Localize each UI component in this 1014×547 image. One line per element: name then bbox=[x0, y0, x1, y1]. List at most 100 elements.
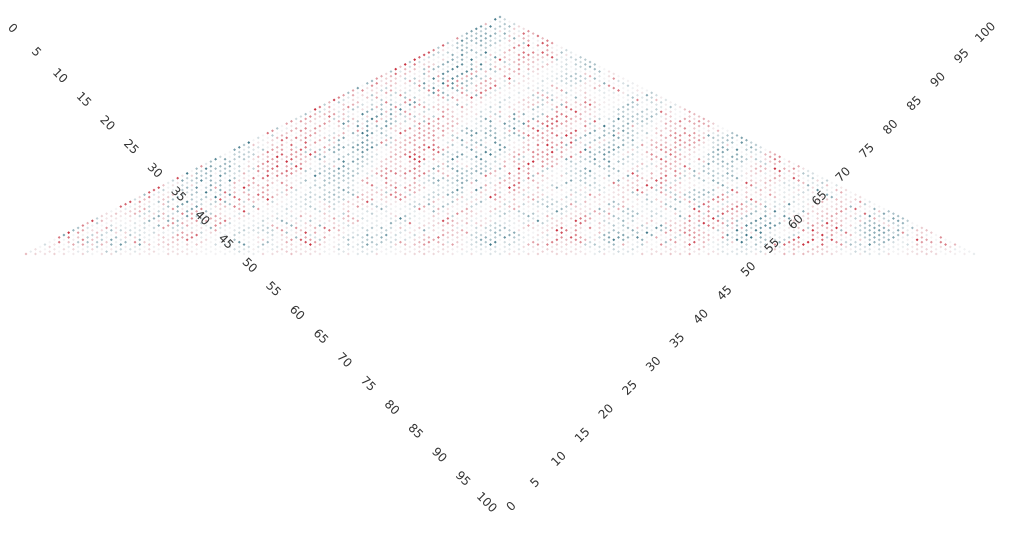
heatmap-cell bbox=[388, 78, 394, 84]
heatmap-cell bbox=[478, 222, 484, 229]
heatmap-cell bbox=[236, 234, 243, 241]
heatmap-cell bbox=[653, 239, 660, 245]
heatmap-cell bbox=[653, 248, 660, 255]
heatmap-cell bbox=[321, 130, 328, 136]
heatmap-cell bbox=[350, 206, 356, 212]
heatmap-cell bbox=[677, 156, 683, 163]
heatmap-cell bbox=[563, 142, 570, 148]
heatmap-cell bbox=[269, 142, 276, 148]
heatmap-cell bbox=[402, 151, 409, 158]
heatmap-cell bbox=[326, 137, 333, 144]
heatmap-cell bbox=[317, 227, 323, 234]
heatmap-cell bbox=[269, 222, 276, 229]
heatmap-cell bbox=[520, 182, 527, 189]
heatmap-cell bbox=[753, 165, 759, 172]
heatmap-cell bbox=[591, 94, 598, 101]
heatmap-cell bbox=[791, 246, 797, 253]
heatmap-cell bbox=[426, 201, 432, 208]
heatmap-cell bbox=[544, 123, 551, 129]
heatmap-cell bbox=[364, 241, 371, 248]
heatmap-cell bbox=[639, 213, 646, 219]
heatmap-cell bbox=[653, 130, 660, 136]
heatmap-cell bbox=[340, 248, 347, 255]
heatmap-cell bbox=[193, 236, 200, 243]
heatmap-cell bbox=[421, 146, 428, 153]
heatmap-cell bbox=[682, 135, 688, 141]
heatmap-cell bbox=[781, 222, 788, 229]
heatmap-cell bbox=[478, 108, 484, 115]
heatmap-cell bbox=[625, 111, 631, 118]
heatmap-cell bbox=[506, 151, 513, 158]
heatmap-cell bbox=[388, 225, 394, 231]
heatmap-cell bbox=[606, 120, 612, 127]
heatmap-cell bbox=[516, 137, 522, 144]
heatmap-cell bbox=[847, 217, 854, 224]
heatmap-cell bbox=[75, 248, 81, 255]
heatmap-cell bbox=[468, 104, 475, 110]
heatmap-cell bbox=[426, 78, 432, 84]
heatmap-cell bbox=[639, 161, 646, 167]
heatmap-cell bbox=[250, 180, 257, 186]
heatmap-cell bbox=[321, 201, 328, 208]
heatmap-cell bbox=[535, 75, 541, 82]
heatmap-cell bbox=[335, 161, 342, 167]
heatmap-cell bbox=[236, 248, 243, 255]
heatmap-cell bbox=[653, 125, 660, 132]
heatmap-cell bbox=[729, 215, 736, 222]
heatmap-cell bbox=[634, 87, 641, 94]
heatmap-cell bbox=[473, 73, 480, 80]
heatmap-cell bbox=[468, 213, 475, 219]
heatmap-cell bbox=[582, 127, 589, 134]
heatmap-cell bbox=[340, 120, 347, 127]
heatmap-cell bbox=[629, 227, 636, 234]
heatmap-cell bbox=[615, 229, 622, 236]
heatmap-cell bbox=[610, 165, 617, 172]
heatmap-cell bbox=[776, 168, 783, 174]
heatmap-cell bbox=[795, 196, 802, 203]
heatmap-cell bbox=[520, 215, 527, 222]
heatmap-cell bbox=[511, 196, 518, 203]
heatmap-cell bbox=[748, 191, 755, 198]
heatmap-cell bbox=[497, 42, 503, 49]
heatmap-cell bbox=[165, 217, 172, 224]
heatmap-cell bbox=[577, 87, 584, 94]
heatmap-cell bbox=[449, 199, 456, 205]
heatmap-cell bbox=[881, 206, 887, 212]
heatmap-cell bbox=[686, 156, 693, 163]
heatmap-cell bbox=[648, 203, 655, 210]
heatmap-cell bbox=[520, 97, 527, 103]
heatmap-cell bbox=[478, 56, 484, 63]
heatmap-cell bbox=[596, 106, 603, 113]
heatmap-cell bbox=[454, 68, 461, 75]
heatmap-cell bbox=[772, 194, 778, 200]
heatmap-cell bbox=[312, 158, 318, 165]
heatmap-cell bbox=[800, 246, 807, 253]
heatmap-cell bbox=[482, 73, 489, 80]
heatmap-cell bbox=[193, 189, 200, 196]
heatmap-cell bbox=[250, 151, 257, 158]
heatmap-cell bbox=[435, 44, 442, 51]
heatmap-cell bbox=[700, 239, 707, 245]
heatmap-cell bbox=[354, 123, 361, 129]
heatmap-cell bbox=[411, 213, 418, 219]
heatmap-cell bbox=[397, 172, 404, 179]
heatmap-cell bbox=[255, 158, 262, 165]
heatmap-cell bbox=[226, 206, 233, 212]
heatmap-cell bbox=[454, 40, 461, 46]
heatmap-cell bbox=[373, 236, 380, 243]
heatmap-cell bbox=[331, 111, 337, 118]
heatmap-cell bbox=[639, 236, 646, 243]
heatmap-cell bbox=[691, 234, 698, 241]
heatmap-cell bbox=[724, 232, 731, 238]
heatmap-cell bbox=[146, 251, 153, 257]
heatmap-cell bbox=[501, 206, 508, 212]
heatmap-cell bbox=[715, 194, 721, 200]
heatmap-cell bbox=[155, 208, 162, 215]
heatmap-cell bbox=[388, 87, 394, 94]
heatmap-cell bbox=[435, 144, 442, 151]
heatmap-cell bbox=[743, 194, 750, 200]
heatmap-cell bbox=[762, 203, 769, 210]
heatmap-cell bbox=[440, 108, 446, 115]
heatmap-cell bbox=[530, 35, 537, 42]
heatmap-cell bbox=[596, 163, 603, 170]
